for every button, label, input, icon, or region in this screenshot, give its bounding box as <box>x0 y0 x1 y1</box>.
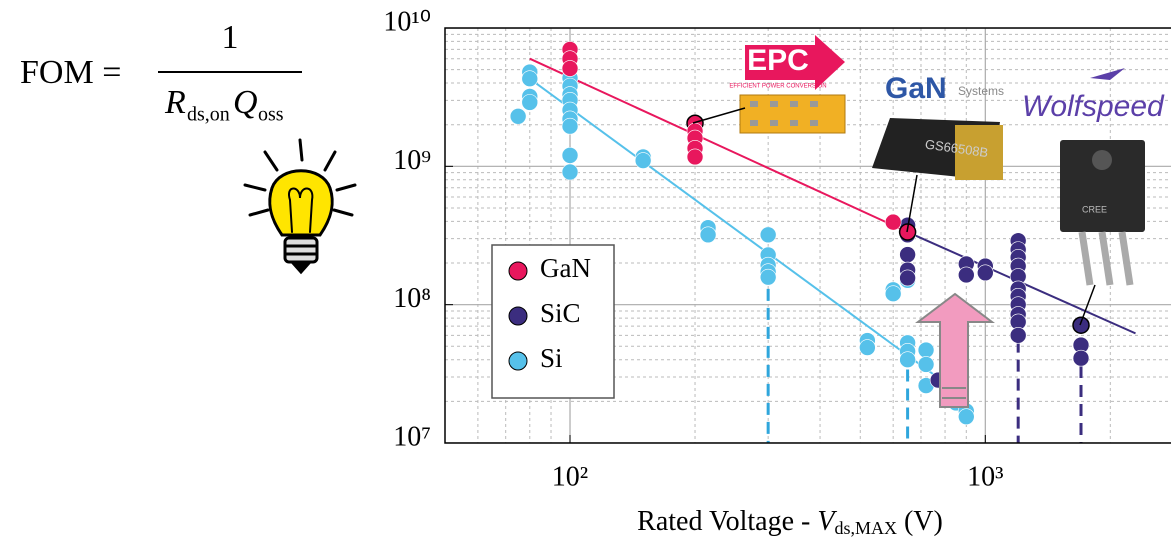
wolfspeed-logo: Wolfspeed CREE <box>1022 68 1165 286</box>
trend-line <box>529 57 909 233</box>
data-point <box>884 285 902 303</box>
trend-line <box>529 77 967 400</box>
data-point <box>521 70 539 88</box>
wolfspeed-name: Wolfspeed <box>1022 90 1165 123</box>
data-point <box>899 246 916 263</box>
legend-marker <box>508 306 528 326</box>
data-point <box>686 148 704 166</box>
formula: FOM = 1 R ds,on Q oss <box>20 19 302 126</box>
epc-tagline: EFFICIENT POWER CONVERSION <box>729 84 826 90</box>
data-point <box>561 163 579 181</box>
gan-systems-logo: GaN Systems GS66508B <box>872 72 1004 180</box>
data-point <box>759 268 777 286</box>
x-axis-label-unit: (V) <box>897 506 943 537</box>
x-axis-label: Rated Voltage - Vds,MAX (V) <box>637 506 943 538</box>
formula-q-sub: oss <box>258 104 284 126</box>
x-tick-label: 10² <box>552 461 588 492</box>
x-tick-label: 10³ <box>967 461 1003 492</box>
legend-label: GaN <box>540 253 591 283</box>
y-tick-label: 10⁷ <box>393 421 431 452</box>
data-point <box>899 351 916 369</box>
data-point <box>699 226 717 244</box>
data-point <box>884 213 902 231</box>
cree-label: CREE <box>1082 204 1107 214</box>
axes: 10² 10³ 10⁷ 10⁸ 10⁹ 10¹⁰ Rated Voltage - Vds,M… <box>383 6 1171 538</box>
data-point <box>917 341 935 359</box>
data-point <box>1009 327 1027 344</box>
legend-marker <box>508 351 528 371</box>
formula-numerator: 1 <box>222 19 239 56</box>
data-point <box>957 408 975 425</box>
data-point <box>977 264 994 282</box>
data-point <box>561 147 579 164</box>
formula-r: R <box>164 84 186 121</box>
data-point <box>899 269 916 287</box>
y-tick-label: 10⁹ <box>393 145 431 176</box>
epc-logo: EPC EFFICIENT POWER CONVERSION <box>729 35 846 134</box>
data-point <box>561 117 579 135</box>
data-point <box>917 356 935 373</box>
formula-lhs: FOM = <box>20 54 121 91</box>
improvement-arrow <box>915 292 995 408</box>
data-point <box>957 266 975 284</box>
legend: GaN SiC Si <box>491 244 615 399</box>
data-point <box>759 226 777 244</box>
x-axis-label-sub: ds,MAX <box>834 518 897 538</box>
x-axis-label-text: Rated Voltage - <box>637 506 817 537</box>
data-point <box>1072 349 1090 367</box>
gan-logo: GaN <box>885 72 947 105</box>
formula-q: Q <box>233 84 258 121</box>
data-point <box>1072 316 1090 334</box>
data-point <box>859 339 876 356</box>
axis-frame <box>444 27 1171 444</box>
y-tick-label: 10¹⁰ <box>383 6 431 37</box>
data-point <box>509 107 527 125</box>
formula-r-sub: ds,on <box>187 104 230 126</box>
lightbulb <box>243 138 357 275</box>
legend-label: SiC <box>540 298 581 328</box>
y-tick-label: 10⁸ <box>393 283 431 314</box>
legend-marker <box>508 261 528 281</box>
data-point <box>521 94 539 111</box>
x-axis-label-var: V <box>817 506 837 537</box>
legend-label: Si <box>540 343 563 373</box>
callout-lines <box>692 107 1096 326</box>
systems-logo: Systems <box>958 84 1004 98</box>
data-point <box>634 152 652 169</box>
epc-name: EPC <box>747 44 809 77</box>
data-point <box>561 60 579 77</box>
